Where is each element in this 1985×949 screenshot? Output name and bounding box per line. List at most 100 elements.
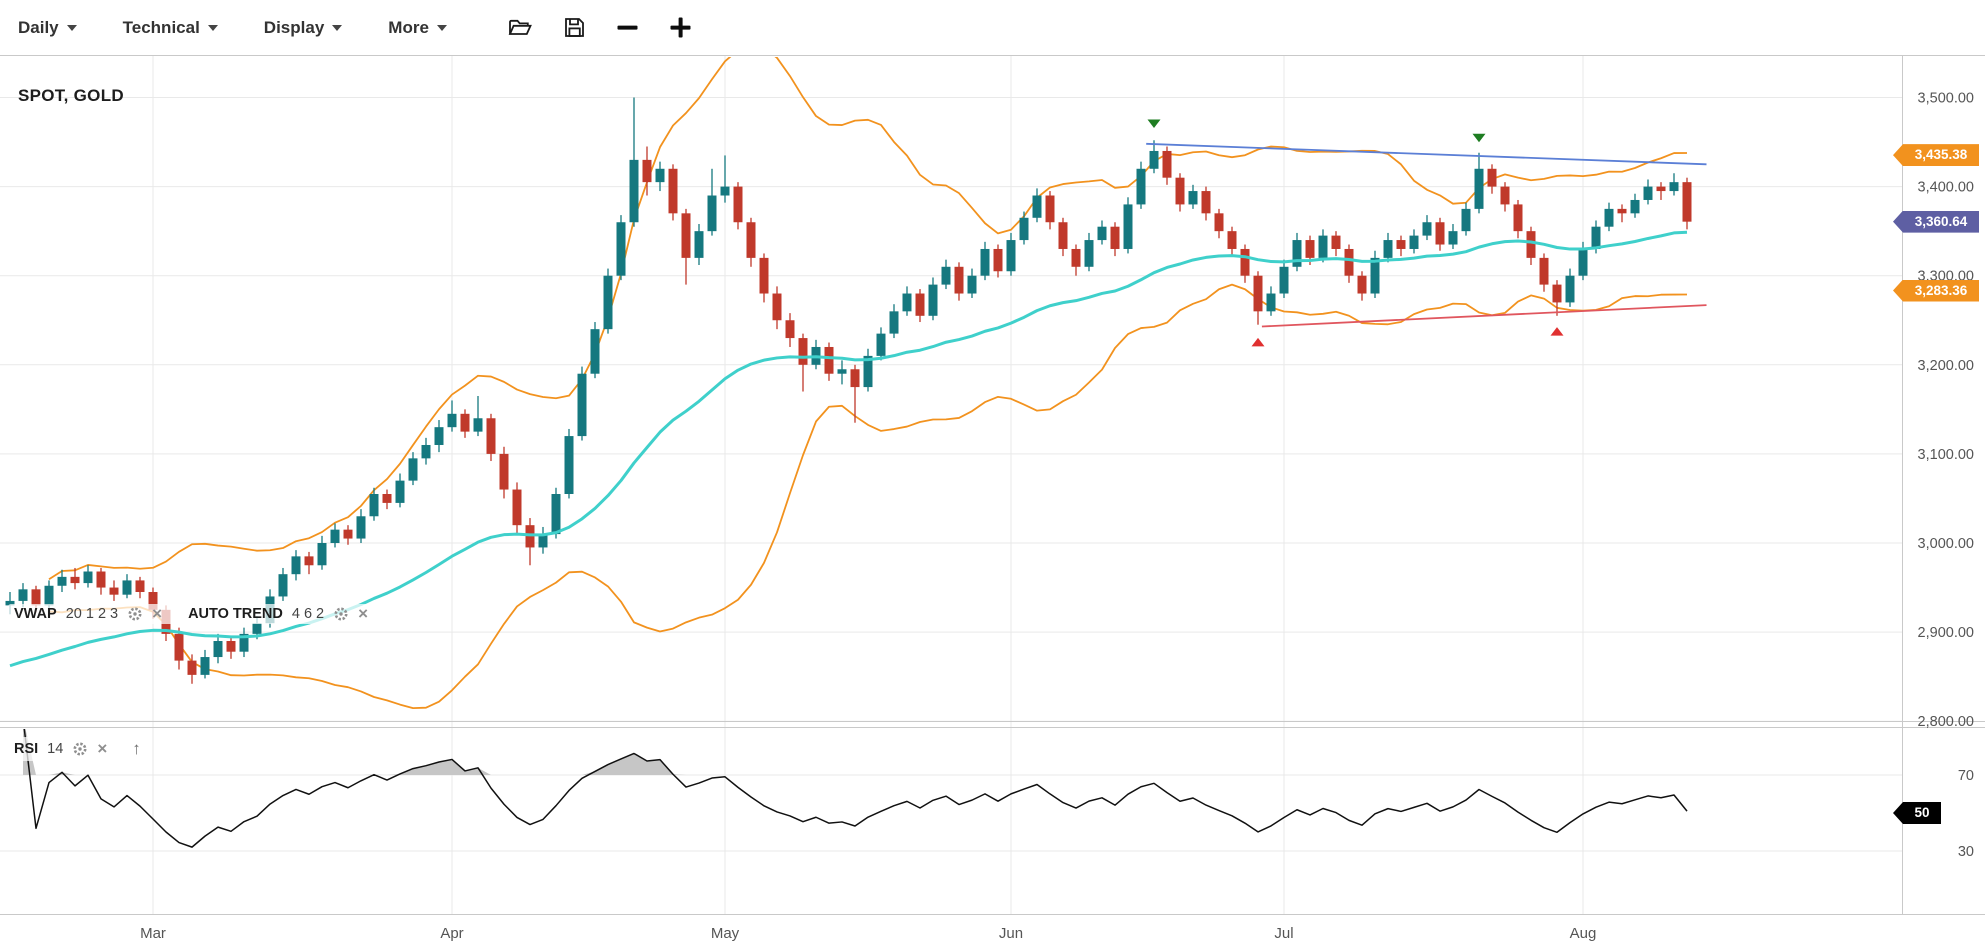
candle[interactable] bbox=[850, 364, 860, 423]
candle[interactable] bbox=[1357, 271, 1367, 301]
vwap-remove-button[interactable]: × bbox=[152, 604, 163, 623]
candle[interactable] bbox=[1188, 184, 1198, 209]
candle[interactable] bbox=[330, 523, 340, 548]
save-button[interactable] bbox=[563, 16, 586, 39]
candle[interactable] bbox=[681, 208, 691, 285]
zoom-in-button[interactable] bbox=[669, 16, 692, 39]
candle[interactable] bbox=[57, 569, 67, 593]
candle[interactable] bbox=[1279, 259, 1289, 298]
candle[interactable] bbox=[382, 489, 392, 510]
candle[interactable] bbox=[1656, 182, 1666, 200]
candle[interactable] bbox=[863, 348, 873, 392]
candle[interactable] bbox=[18, 583, 28, 608]
candle[interactable] bbox=[564, 428, 574, 499]
candle[interactable] bbox=[187, 654, 197, 684]
candle[interactable] bbox=[460, 409, 470, 438]
candle[interactable] bbox=[1500, 182, 1510, 212]
candle[interactable] bbox=[317, 535, 327, 570]
candle[interactable] bbox=[1097, 220, 1107, 245]
auto-trend-resistance-line[interactable] bbox=[1146, 142, 1707, 166]
candle[interactable] bbox=[980, 241, 990, 281]
candle[interactable] bbox=[759, 253, 769, 303]
candle[interactable] bbox=[746, 217, 756, 267]
candle[interactable] bbox=[83, 565, 93, 588]
candle[interactable] bbox=[824, 342, 834, 381]
candle[interactable] bbox=[486, 413, 496, 462]
candle[interactable] bbox=[1253, 271, 1263, 325]
candle[interactable] bbox=[408, 452, 418, 486]
candle[interactable] bbox=[577, 366, 587, 441]
menu-technical[interactable]: Technical bbox=[123, 18, 218, 38]
candle[interactable] bbox=[1383, 232, 1393, 263]
candle[interactable] bbox=[1318, 229, 1328, 263]
candle[interactable] bbox=[1604, 202, 1614, 232]
candle[interactable] bbox=[1032, 188, 1042, 223]
candle[interactable] bbox=[447, 400, 457, 432]
auto-trend-settings-button[interactable] bbox=[333, 606, 349, 622]
candle[interactable] bbox=[421, 437, 431, 465]
candle[interactable] bbox=[720, 155, 730, 203]
menu-daily[interactable]: Daily bbox=[18, 18, 77, 38]
candle[interactable] bbox=[122, 574, 132, 599]
candle[interactable] bbox=[616, 215, 626, 281]
candle[interactable] bbox=[694, 224, 704, 266]
candle[interactable] bbox=[603, 268, 613, 334]
candle[interactable] bbox=[1487, 164, 1497, 194]
buy-signal-marker[interactable] bbox=[1251, 337, 1265, 347]
candle[interactable] bbox=[1162, 146, 1172, 185]
candle[interactable] bbox=[1643, 179, 1653, 205]
candle[interactable] bbox=[135, 576, 145, 599]
candle[interactable] bbox=[1370, 250, 1380, 298]
candle[interactable] bbox=[1396, 235, 1406, 257]
candle[interactable] bbox=[512, 482, 522, 535]
candle[interactable] bbox=[226, 636, 236, 659]
zoom-out-button[interactable] bbox=[616, 16, 639, 39]
candle[interactable] bbox=[837, 360, 847, 385]
candle[interactable] bbox=[1552, 280, 1562, 316]
upper-band-line[interactable] bbox=[48, 45, 1688, 581]
candle[interactable] bbox=[668, 164, 678, 221]
candle[interactable] bbox=[1110, 222, 1120, 257]
candle[interactable] bbox=[1071, 244, 1081, 276]
candle[interactable] bbox=[629, 97, 639, 227]
candle[interactable] bbox=[200, 649, 210, 679]
candle[interactable] bbox=[1214, 208, 1224, 239]
rsi-line[interactable] bbox=[23, 718, 1688, 848]
candle[interactable] bbox=[174, 627, 184, 670]
candle[interactable] bbox=[642, 146, 652, 196]
candle[interactable] bbox=[1084, 232, 1094, 272]
candle[interactable] bbox=[928, 277, 938, 321]
candle[interactable] bbox=[1019, 211, 1029, 245]
candle[interactable] bbox=[902, 286, 912, 316]
sell-signal-marker[interactable] bbox=[1472, 133, 1486, 143]
lower-band-line[interactable] bbox=[48, 283, 1688, 710]
auto-trend-support-line[interactable] bbox=[1261, 304, 1707, 328]
candles-series[interactable] bbox=[5, 97, 1692, 684]
candle[interactable] bbox=[590, 322, 600, 379]
candle[interactable] bbox=[109, 580, 119, 601]
candle[interactable] bbox=[343, 525, 353, 545]
candle[interactable] bbox=[1266, 286, 1276, 316]
candle[interactable] bbox=[655, 161, 665, 192]
candle[interactable] bbox=[1331, 231, 1341, 257]
candle[interactable] bbox=[1123, 197, 1133, 254]
candle[interactable] bbox=[1682, 177, 1692, 230]
candle[interactable] bbox=[876, 327, 886, 361]
candle[interactable] bbox=[395, 473, 405, 508]
candle[interactable] bbox=[1526, 226, 1536, 266]
rsi-settings-button[interactable] bbox=[72, 741, 88, 757]
candle[interactable] bbox=[1409, 229, 1419, 254]
price-axis[interactable]: 3,500.003,400.003,300.003,200.003,100.00… bbox=[1918, 91, 1974, 861]
candle[interactable] bbox=[1058, 217, 1068, 257]
candle[interactable] bbox=[1435, 217, 1445, 251]
candle[interactable] bbox=[1201, 186, 1211, 221]
candle[interactable] bbox=[239, 627, 249, 658]
candle[interactable] bbox=[1006, 232, 1016, 276]
candle[interactable] bbox=[278, 567, 288, 601]
candle[interactable] bbox=[291, 550, 301, 581]
candle[interactable] bbox=[1175, 173, 1185, 212]
buy-signal-marker[interactable] bbox=[1550, 327, 1564, 336]
candle[interactable] bbox=[1474, 152, 1484, 214]
time-axis[interactable]: Mar Apr May Jun Jul Aug bbox=[140, 925, 1596, 942]
